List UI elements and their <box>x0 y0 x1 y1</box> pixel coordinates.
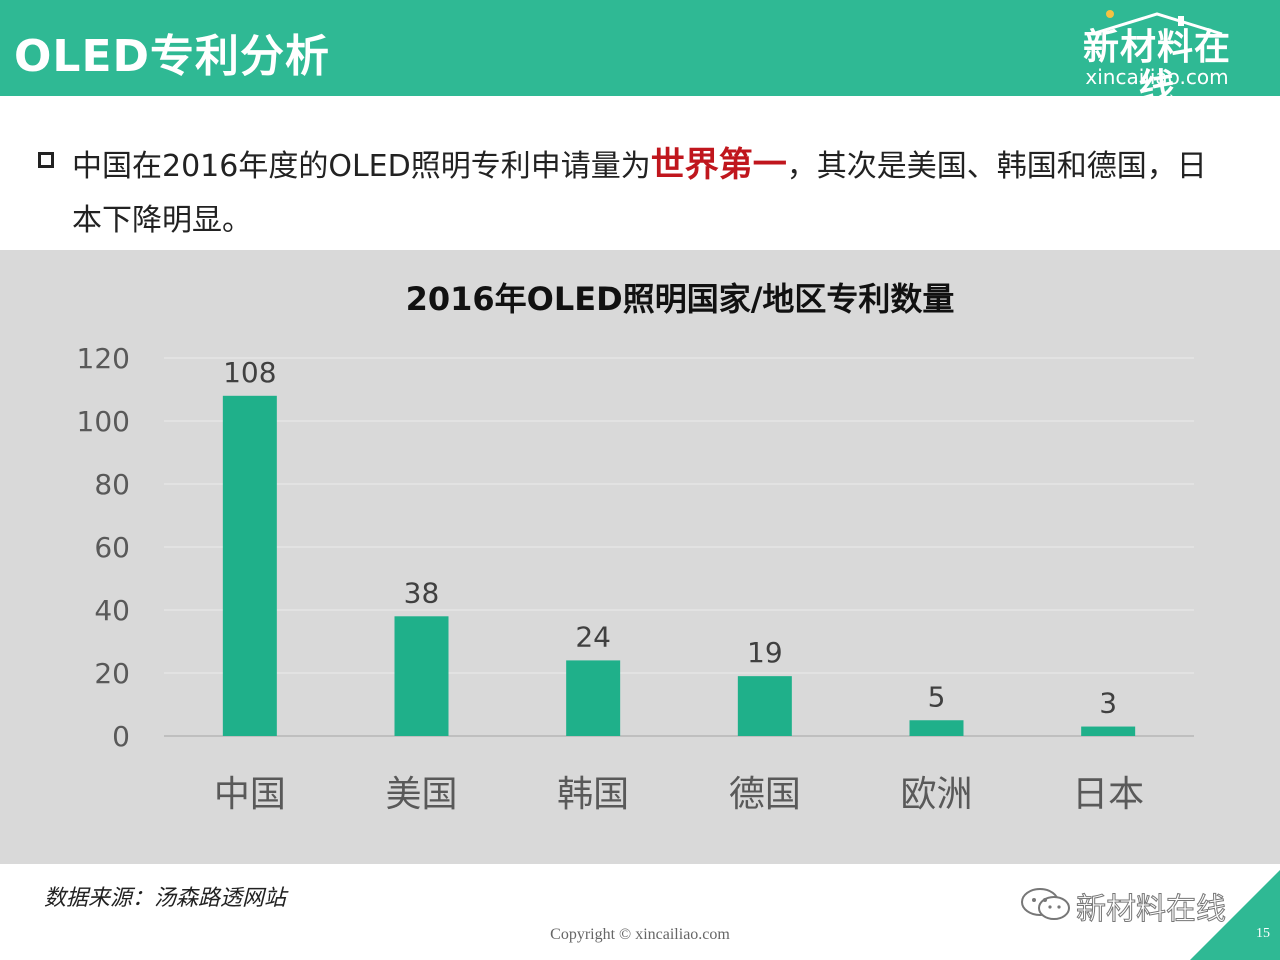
y-tick-label: 80 <box>94 468 130 501</box>
bar <box>909 720 964 736</box>
bar <box>737 676 792 736</box>
x-category-label: 欧洲 <box>900 774 972 815</box>
data-label: 108 <box>223 356 276 389</box>
y-tick-label: 120 <box>77 342 130 375</box>
y-tick-label: 60 <box>94 531 130 564</box>
data-label: 24 <box>575 620 611 653</box>
wechat-icon <box>1021 888 1070 920</box>
wechat-account-name: 新材料在线 <box>1076 892 1227 928</box>
roof-icon <box>1091 10 1223 36</box>
data-label: 19 <box>747 636 783 669</box>
brand-logo: 新材料在线 xincailiao.com <box>1082 8 1232 108</box>
copyright: Copyright © xincailiao.com <box>550 926 730 943</box>
data-label: 5 <box>928 680 946 713</box>
y-tick-label: 20 <box>94 657 130 690</box>
x-category-label: 德国 <box>729 774 801 815</box>
y-tick-label: 40 <box>94 594 130 627</box>
x-category-label: 韩国 <box>557 774 629 815</box>
statement-after: ，其次是美国、韩国和德国，日本下降明显。 <box>72 149 1207 238</box>
corner-decoration <box>1190 870 1280 960</box>
statement-highlight: 世界第一 <box>650 145 787 185</box>
x-category-label: 日本 <box>1072 774 1144 815</box>
page-number: 15 <box>1256 926 1270 941</box>
x-category-label: 中国 <box>214 774 286 815</box>
bar-chart: 2016年OLED照明国家/地区专利数量 0 20 40 60 80 100 120 108… <box>77 280 1194 815</box>
data-label: 38 <box>404 576 440 609</box>
chart-panel <box>0 250 1280 864</box>
bar <box>222 395 277 736</box>
key-statement: 中国在2016年度的OLED照明专利申请量为世界第一，其次是美国、韩国和德国，日… <box>72 138 1212 248</box>
data-label: 3 <box>1099 687 1117 720</box>
logo-cn-text: 新材料在线 <box>1082 27 1231 108</box>
bar <box>566 660 621 736</box>
bar <box>394 616 449 736</box>
slide-title: OLED专利分析 <box>14 31 331 82</box>
header-bar: OLED专利分析 新材料在线 xincailiao.com <box>0 0 1280 108</box>
bullet-square-icon <box>38 152 54 168</box>
y-tick-label: 0 <box>112 720 130 753</box>
bar <box>1081 726 1136 736</box>
logo-en-text: xincailiao.com <box>1085 65 1229 89</box>
x-category-label: 美国 <box>385 774 457 815</box>
y-tick-label: 100 <box>77 405 130 438</box>
wechat-badge: 新材料在线 <box>1018 884 1248 928</box>
chart-title: 2016年OLED照明国家/地区专利数量 <box>406 280 955 318</box>
data-source: 数据来源：汤森路透网站 <box>44 886 287 911</box>
statement-before: 中国在2016年度的OLED照明专利申请量为 <box>72 149 651 184</box>
